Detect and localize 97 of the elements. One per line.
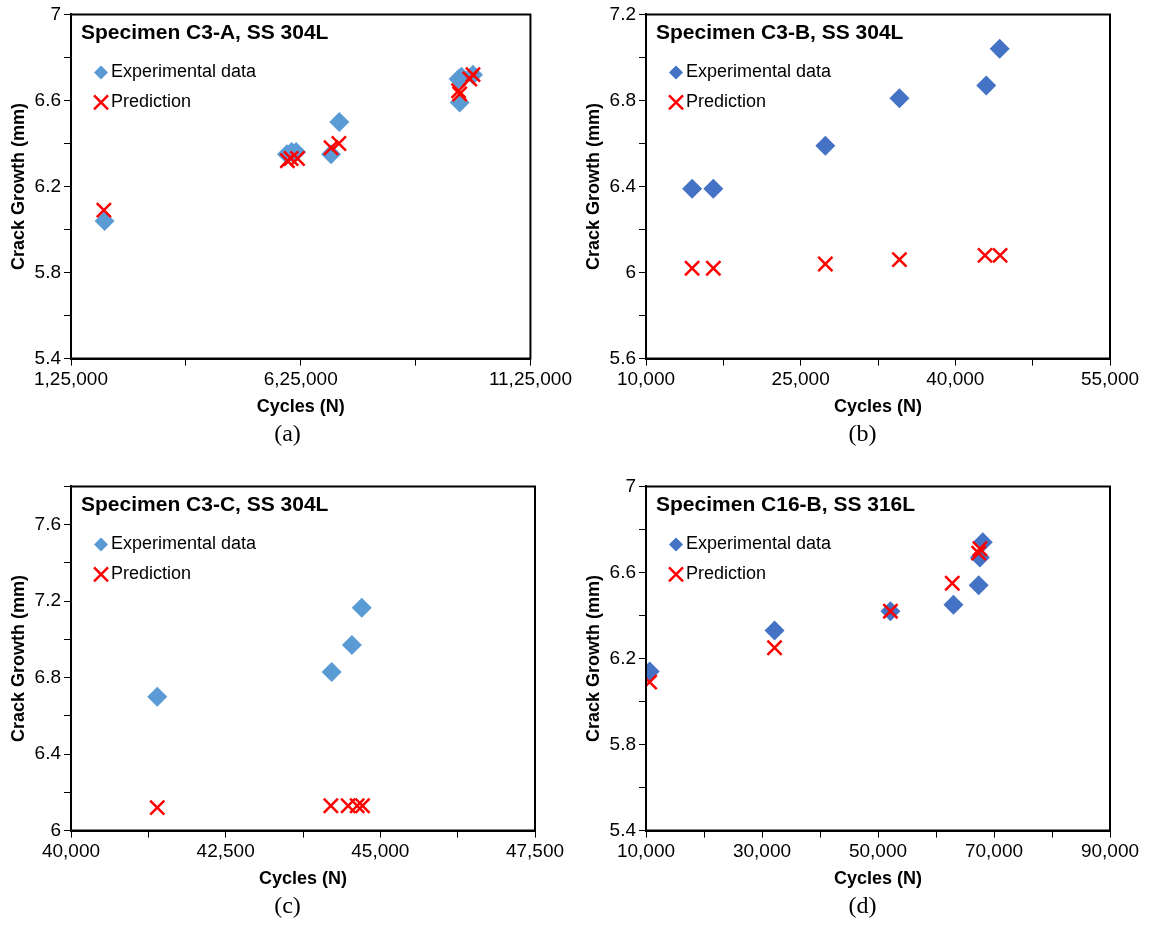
x-axis-title: Cycles (N) [258, 868, 348, 889]
y-tick-label: 5.8 [34, 260, 62, 282]
legend-label: Prediction [686, 91, 767, 112]
point [764, 620, 785, 641]
point [705, 259, 722, 277]
y-tick-label: 6 [50, 818, 62, 840]
point [976, 75, 997, 96]
point [95, 201, 113, 219]
y-tick-label: 5.6 [609, 346, 637, 368]
y-tick-label: 7.6 [34, 512, 62, 534]
y-tick-label: 7 [50, 2, 62, 24]
y-tick-label: 6.4 [609, 174, 637, 196]
text: (d) [847, 892, 878, 919]
y-axis-title: Crack Growth (mm) [7, 102, 28, 271]
point [682, 178, 703, 199]
y-tick-label: 6 [625, 260, 637, 282]
x-tick-label: 90,000 [1080, 840, 1140, 862]
y-tick-label: 6.2 [34, 174, 62, 196]
text: (c) [273, 892, 302, 919]
point [970, 544, 988, 562]
y-tick-label: 7.2 [34, 589, 62, 611]
point [94, 210, 115, 231]
point [815, 135, 836, 156]
y-tick-label: 5.4 [34, 346, 62, 368]
point [354, 797, 371, 815]
point [461, 70, 479, 88]
point [147, 686, 168, 707]
point [968, 575, 989, 596]
chart-title: Specimen C3-B, SS 304L [656, 19, 904, 43]
point [989, 38, 1010, 59]
point [351, 597, 372, 618]
x-tick-label: 70,000 [964, 840, 1024, 862]
point [683, 259, 701, 277]
x-tick-label: 25,000 [771, 368, 830, 390]
y-tick-label: 5.8 [609, 732, 637, 754]
y-tick-label: 6.8 [34, 665, 62, 687]
x-tick-label: 40,000 [41, 840, 101, 862]
point [943, 574, 961, 592]
legend-label: Experimental data [111, 61, 258, 82]
point [703, 178, 724, 199]
y-axis-title: Crack Growth (mm) [582, 574, 603, 743]
y-tick-label: 6.4 [34, 742, 62, 764]
y-tick-label: 6.2 [609, 646, 637, 668]
point [148, 799, 166, 816]
x-tick-label: 50,000 [848, 840, 908, 862]
x-tick-label: 40,000 [926, 368, 985, 390]
x-tick-label: 1,25,000 [34, 368, 108, 390]
chart-title: Specimen C3-A, SS 304L [81, 19, 329, 43]
chart-title: Specimen C16-B, SS 316L [656, 491, 916, 515]
text: (b) [847, 420, 878, 447]
point [282, 150, 300, 167]
legend-label: Experimental data [686, 533, 833, 554]
point [891, 251, 908, 268]
legend-label: Prediction [686, 563, 767, 584]
point [329, 111, 350, 132]
point [339, 797, 357, 815]
point [766, 639, 783, 657]
x-tick-label: 11,25,000 [488, 368, 572, 390]
point [971, 540, 989, 558]
x-tick-label: 30,000 [732, 840, 792, 862]
y-tick-label: 7 [625, 474, 637, 496]
legend-label: Experimental data [111, 533, 258, 554]
point [817, 255, 834, 273]
point [889, 88, 910, 109]
legend-label: Prediction [111, 563, 192, 584]
x-axis-title: Cycles (N) [256, 396, 345, 417]
x-axis-title: Cycles (N) [833, 868, 923, 889]
y-tick-label: 7.2 [609, 2, 637, 24]
x-tick-label: 10,000 [616, 840, 676, 862]
x-tick-label: 45,000 [351, 840, 410, 862]
x-tick-label: 42,500 [196, 840, 255, 862]
point [289, 150, 306, 167]
point [322, 797, 340, 815]
legend-label: Experimental data [686, 61, 833, 82]
x-tick-label: 47,500 [505, 840, 565, 862]
y-tick-label: 6.6 [34, 88, 62, 110]
x-tick-label: 55,000 [1080, 368, 1140, 390]
x-tick-label: 10,000 [616, 368, 676, 390]
x-axis-title: Cycles (N) [833, 396, 923, 417]
y-tick-label: 6.6 [609, 560, 637, 582]
point [341, 635, 362, 656]
chart-title: Specimen C3-C, SS 304L [81, 491, 329, 515]
point [279, 152, 296, 170]
y-tick-label: 6.8 [609, 88, 637, 110]
text: (a) [273, 420, 302, 447]
y-axis-title: Crack Growth (mm) [7, 574, 28, 743]
legend-label: Prediction [111, 91, 192, 112]
point [348, 797, 366, 815]
y-axis-title: Crack Growth (mm) [582, 102, 603, 271]
point [322, 139, 340, 157]
point [976, 247, 994, 264]
y-tick-label: 5.4 [609, 818, 637, 840]
x-tick-label: 6,25,000 [263, 368, 338, 390]
point [991, 247, 1009, 264]
point [330, 135, 348, 152]
point [321, 661, 342, 682]
point [943, 594, 964, 615]
